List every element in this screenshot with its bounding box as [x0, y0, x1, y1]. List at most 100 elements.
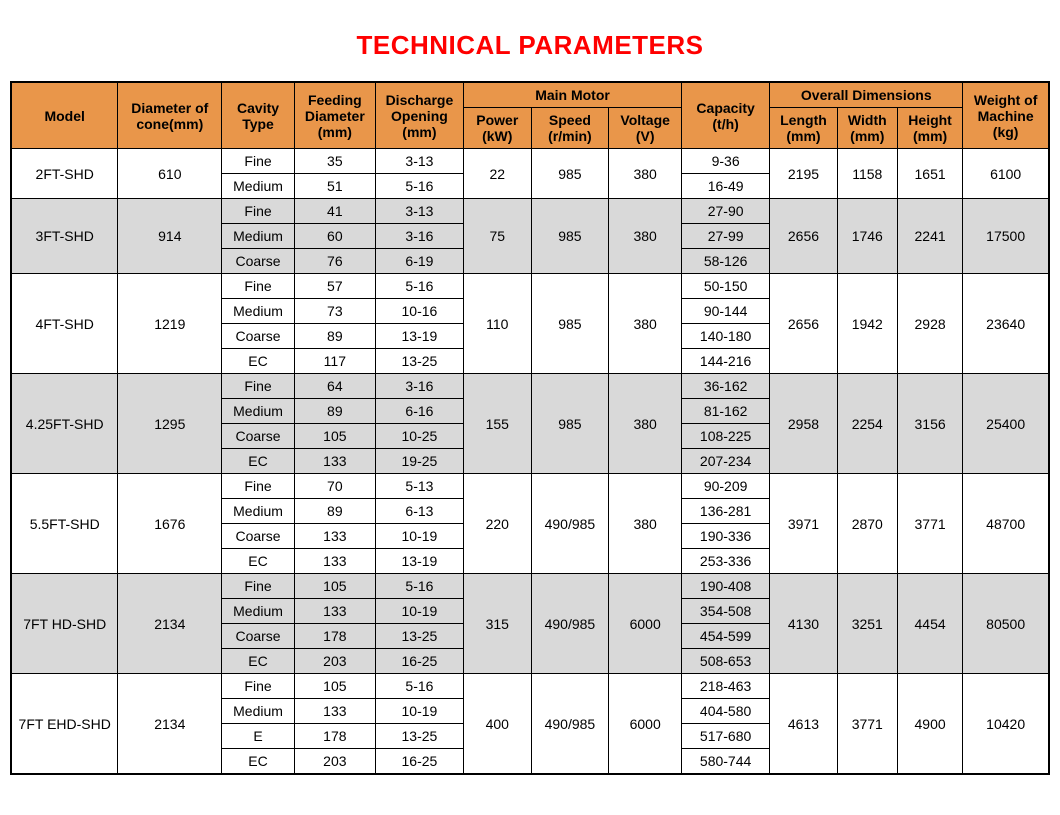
- cell-weight: 6100: [963, 149, 1049, 199]
- cell-power: 110: [464, 274, 531, 374]
- cell-discharge: 5-16: [375, 174, 463, 199]
- cell-cavity: Medium: [222, 499, 295, 524]
- cell-speed: 490/985: [531, 574, 609, 674]
- cell-cavity: Coarse: [222, 624, 295, 649]
- cell-discharge: 16-25: [375, 749, 463, 775]
- cell-model: 7FT HD-SHD: [11, 574, 118, 674]
- cell-capacity: 108-225: [682, 424, 770, 449]
- cell-capacity: 508-653: [682, 649, 770, 674]
- cell-cavity: Coarse: [222, 249, 295, 274]
- cell-capacity: 36-162: [682, 374, 770, 399]
- cell-length: 2958: [770, 374, 837, 474]
- cell-capacity: 9-36: [682, 149, 770, 174]
- cell-model: 4.25FT-SHD: [11, 374, 118, 474]
- cell-feeding: 57: [294, 274, 375, 299]
- th-model: Model: [11, 82, 118, 149]
- cell-model: 7FT EHD-SHD: [11, 674, 118, 775]
- cell-voltage: 380: [609, 374, 682, 474]
- cell-power: 75: [464, 199, 531, 274]
- cell-speed: 985: [531, 374, 609, 474]
- cell-capacity: 90-209: [682, 474, 770, 499]
- cell-power: 220: [464, 474, 531, 574]
- cell-capacity: 580-744: [682, 749, 770, 775]
- cell-capacity: 27-99: [682, 224, 770, 249]
- cell-capacity: 517-680: [682, 724, 770, 749]
- cell-discharge: 19-25: [375, 449, 463, 474]
- cell-length: 2656: [770, 199, 837, 274]
- cell-weight: 80500: [963, 574, 1049, 674]
- cell-feeding: 70: [294, 474, 375, 499]
- cell-feeding: 133: [294, 549, 375, 574]
- th-height: Height (mm): [897, 108, 962, 149]
- cell-diameter: 2134: [118, 574, 222, 674]
- cell-discharge: 10-19: [375, 599, 463, 624]
- cell-feeding: 117: [294, 349, 375, 374]
- cell-feeding: 178: [294, 724, 375, 749]
- cell-width: 3771: [837, 674, 897, 775]
- cell-discharge: 13-25: [375, 624, 463, 649]
- cell-discharge: 6-16: [375, 399, 463, 424]
- cell-voltage: 380: [609, 474, 682, 574]
- cell-model: 4FT-SHD: [11, 274, 118, 374]
- cell-length: 2656: [770, 274, 837, 374]
- cell-discharge: 10-25: [375, 424, 463, 449]
- cell-cavity: EC: [222, 349, 295, 374]
- cell-discharge: 5-16: [375, 574, 463, 599]
- cell-diameter: 1219: [118, 274, 222, 374]
- cell-feeding: 76: [294, 249, 375, 274]
- cell-width: 3251: [837, 574, 897, 674]
- cell-length: 3971: [770, 474, 837, 574]
- cell-discharge: 3-13: [375, 149, 463, 174]
- cell-voltage: 6000: [609, 674, 682, 775]
- cell-model: 3FT-SHD: [11, 199, 118, 274]
- cell-cavity: Fine: [222, 274, 295, 299]
- cell-capacity: 58-126: [682, 249, 770, 274]
- cell-height: 2241: [897, 199, 962, 274]
- cell-weight: 23640: [963, 274, 1049, 374]
- cell-discharge: 6-19: [375, 249, 463, 274]
- cell-diameter: 1676: [118, 474, 222, 574]
- cell-discharge: 16-25: [375, 649, 463, 674]
- cell-cavity: Fine: [222, 674, 295, 699]
- cell-cavity: Medium: [222, 399, 295, 424]
- cell-cavity: Fine: [222, 374, 295, 399]
- cell-capacity: 16-49: [682, 174, 770, 199]
- cell-discharge: 3-13: [375, 199, 463, 224]
- cell-discharge: 10-16: [375, 299, 463, 324]
- cell-feeding: 133: [294, 699, 375, 724]
- th-weight: Weight of Machine (kg): [963, 82, 1049, 149]
- cell-capacity: 218-463: [682, 674, 770, 699]
- cell-voltage: 6000: [609, 574, 682, 674]
- cell-height: 3771: [897, 474, 962, 574]
- cell-cavity: Medium: [222, 224, 295, 249]
- cell-power: 22: [464, 149, 531, 199]
- cell-model: 2FT-SHD: [11, 149, 118, 199]
- cell-feeding: 41: [294, 199, 375, 224]
- cell-discharge: 3-16: [375, 224, 463, 249]
- cell-discharge: 13-25: [375, 724, 463, 749]
- page-title: TECHNICAL PARAMETERS: [10, 30, 1050, 61]
- th-discharge: Discharge Opening (mm): [375, 82, 463, 149]
- parameters-table: Model Diameter of cone(mm) Cavity Type F…: [10, 81, 1050, 775]
- cell-feeding: 89: [294, 499, 375, 524]
- cell-width: 1942: [837, 274, 897, 374]
- cell-cavity: Fine: [222, 149, 295, 174]
- cell-capacity: 90-144: [682, 299, 770, 324]
- cell-width: 1746: [837, 199, 897, 274]
- cell-power: 155: [464, 374, 531, 474]
- cell-capacity: 144-216: [682, 349, 770, 374]
- cell-cavity: Fine: [222, 199, 295, 224]
- cell-height: 4454: [897, 574, 962, 674]
- cell-feeding: 105: [294, 574, 375, 599]
- cell-speed: 985: [531, 149, 609, 199]
- cell-speed: 490/985: [531, 674, 609, 775]
- cell-capacity: 253-336: [682, 549, 770, 574]
- cell-voltage: 380: [609, 149, 682, 199]
- cell-speed: 490/985: [531, 474, 609, 574]
- cell-capacity: 207-234: [682, 449, 770, 474]
- cell-diameter: 914: [118, 199, 222, 274]
- cell-cavity: Medium: [222, 299, 295, 324]
- cell-height: 1651: [897, 149, 962, 199]
- th-width: Width (mm): [837, 108, 897, 149]
- cell-length: 2195: [770, 149, 837, 199]
